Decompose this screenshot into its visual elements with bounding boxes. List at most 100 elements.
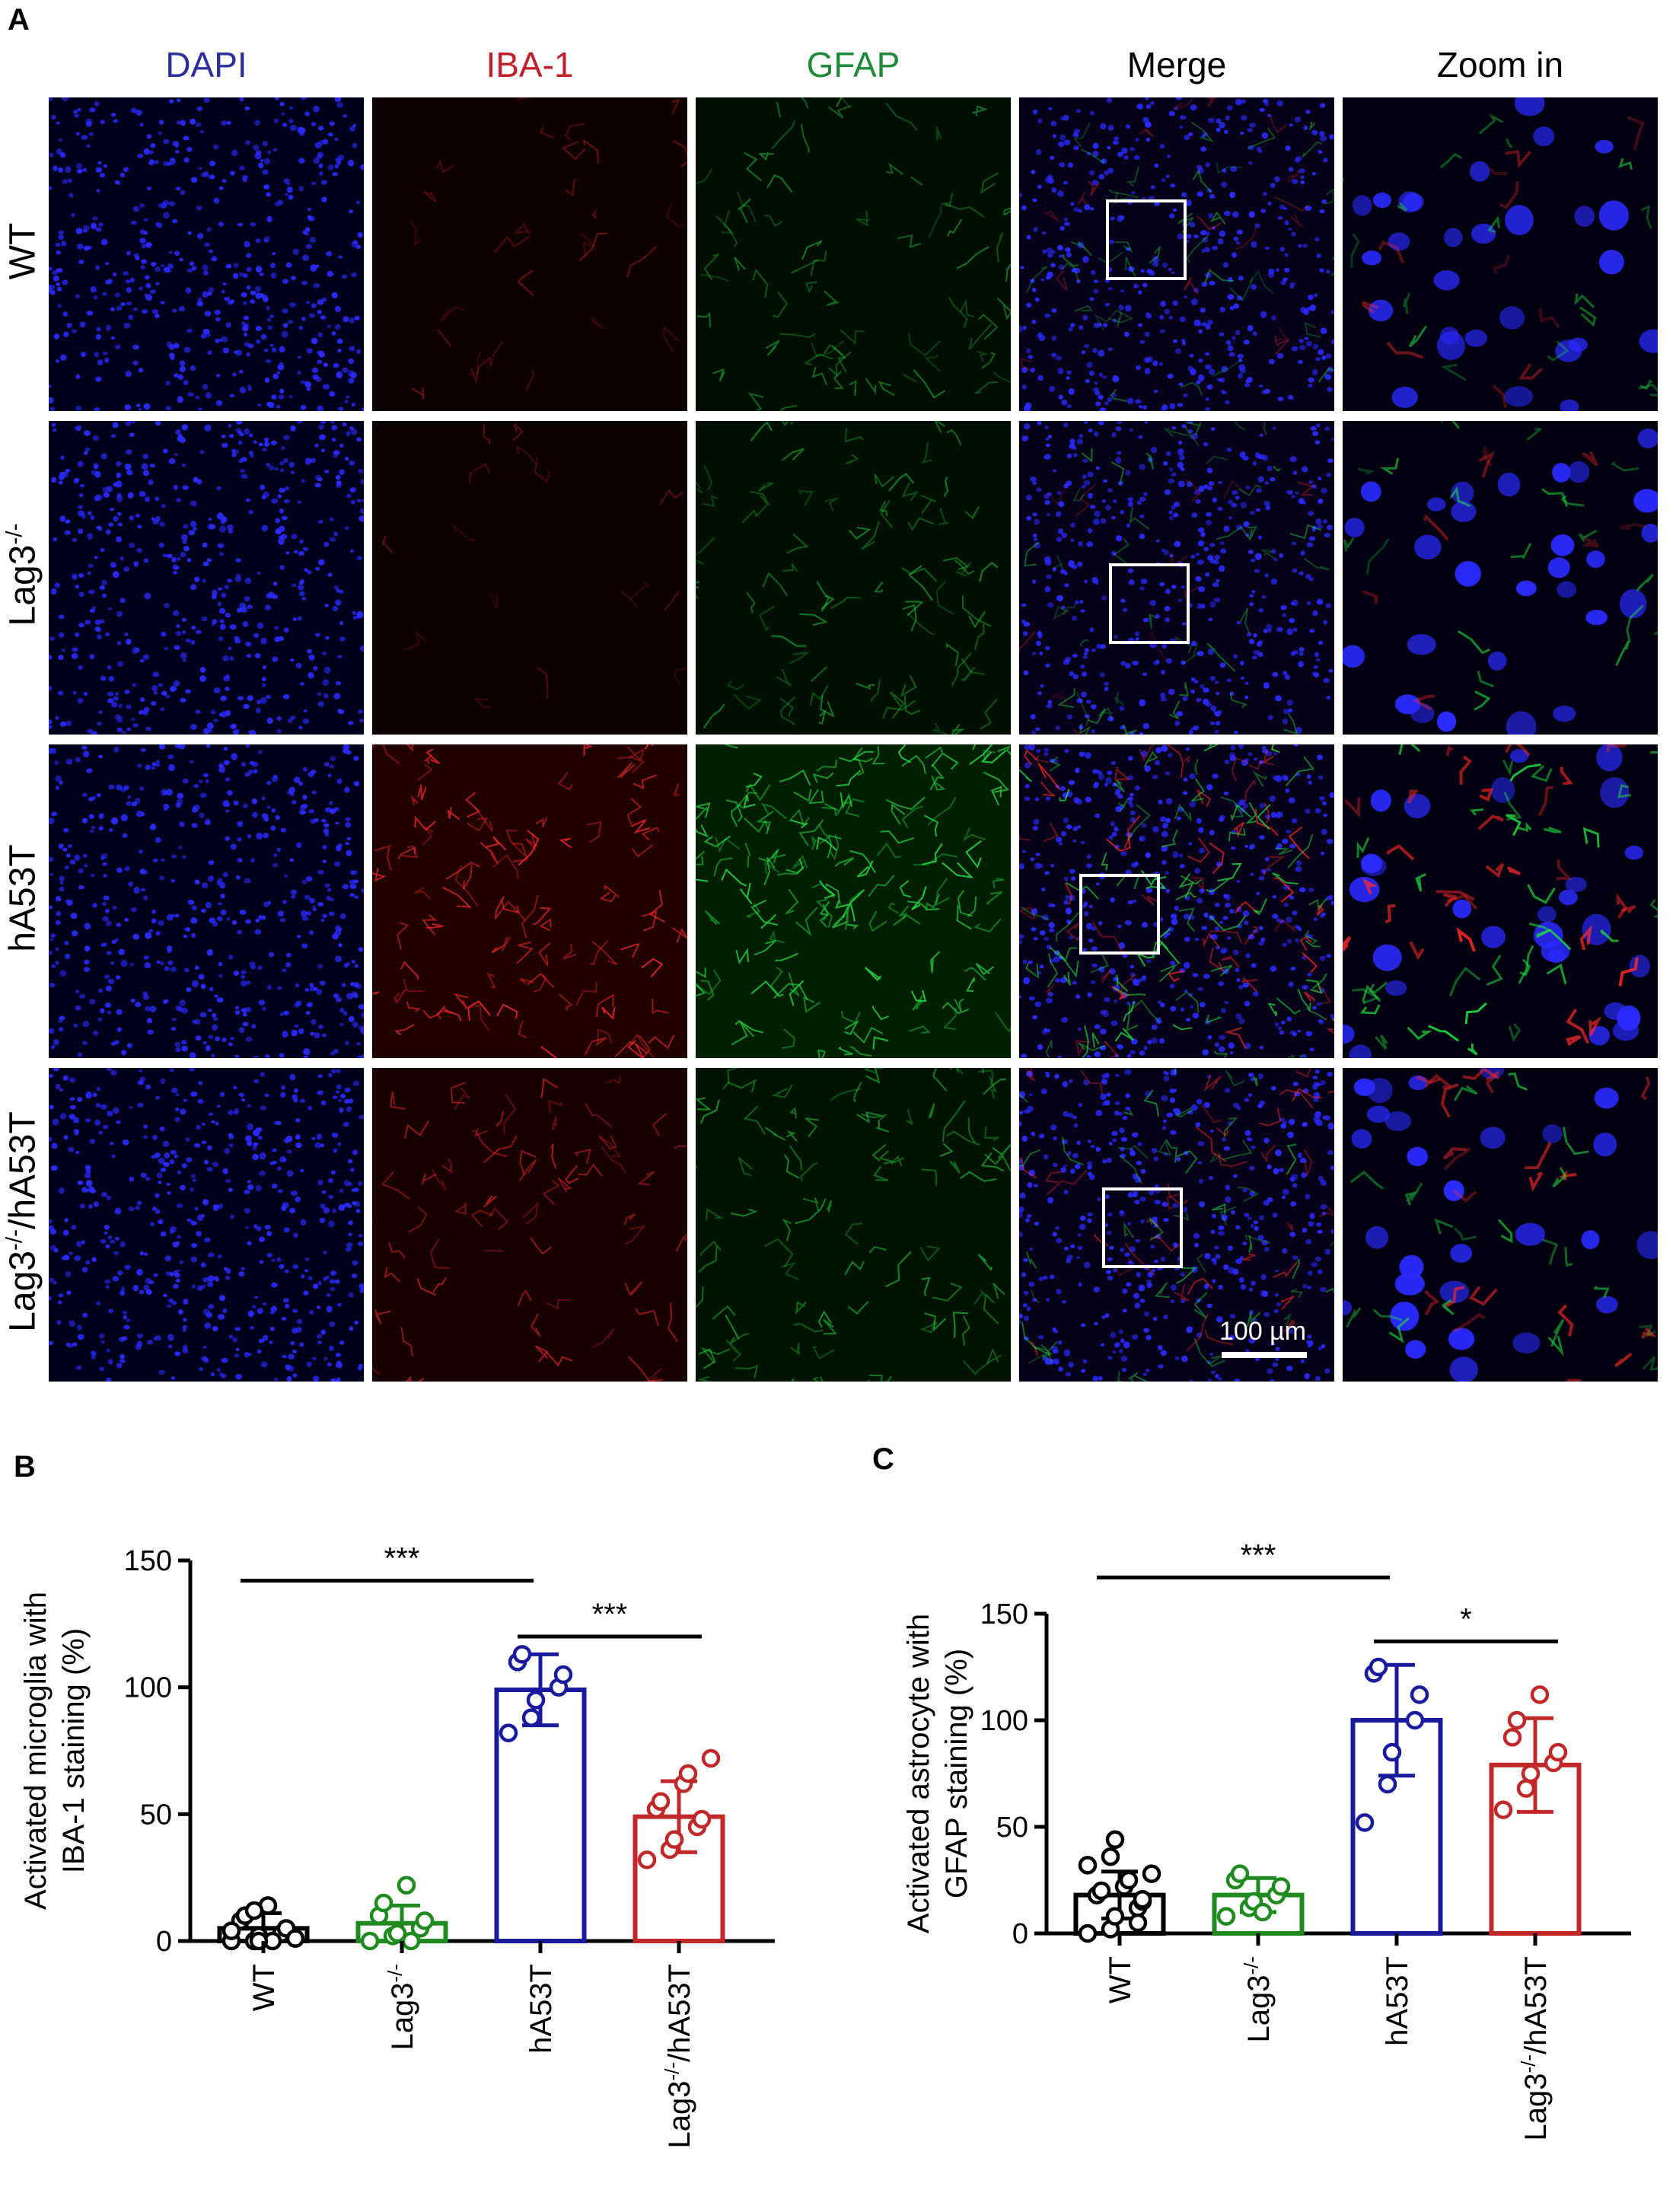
y-tick-label: 150 (124, 1545, 172, 1577)
data-point (1142, 1864, 1161, 1883)
zoom-region-box (1109, 563, 1190, 644)
y-axis-label: Activated astrocyte with GFAP staining (%… (902, 1614, 973, 1933)
significance-label: *** (1241, 1538, 1276, 1572)
data-point (1105, 1830, 1125, 1850)
micrograph-zoom-row-2 (1343, 421, 1658, 735)
y-axis-label-line-2: GFAP staining (%) (940, 1649, 973, 1898)
data-point (387, 1924, 407, 1943)
y-tick-label: 150 (980, 1598, 1028, 1630)
y-axis-label-line-1: Activated astrocyte with (902, 1614, 935, 1933)
data-point (1216, 1907, 1236, 1926)
data-point (1548, 1742, 1568, 1762)
x-tick-label-WT: WT (1104, 1956, 1137, 2003)
data-point (1369, 1657, 1388, 1677)
micrograph-gfap-row-2 (696, 421, 1011, 735)
x-tick-label-base: hA53T (524, 1964, 558, 2054)
significance-label: *** (384, 1542, 420, 1576)
row-label-ha53t: hA53T (2, 844, 43, 952)
data-point (1410, 1685, 1429, 1704)
panel-label-b: B (14, 1450, 36, 1484)
data-point (221, 1921, 241, 1940)
data-point (553, 1665, 573, 1684)
micrograph-zoom-row-3 (1343, 744, 1658, 1058)
micrograph-merge-row-4 (1019, 1068, 1334, 1382)
scale-bar (1222, 1352, 1307, 1358)
data-point (1530, 1685, 1550, 1704)
x-tick-label-sup: -/- (661, 2062, 683, 2081)
micrograph-gfap-row-1 (696, 97, 1011, 411)
data-point (1078, 1924, 1098, 1943)
x-tick-label-base: WT (1104, 1956, 1137, 2003)
micrograph-gfap-row-3 (696, 744, 1011, 1058)
micrograph-dapi-row-3 (49, 744, 364, 1058)
data-point (1271, 1877, 1291, 1896)
micrograph-iba1-row-4 (372, 1068, 687, 1382)
data-point (637, 1850, 657, 1869)
x-tick-label-hA53T: hA53T (524, 1964, 558, 2054)
x-tick-label-Lag3-/-: Lag3-/- (384, 1964, 419, 2051)
column-header-iba1: IBA-1 (486, 45, 574, 84)
data-point (1405, 1710, 1425, 1730)
zoom-region-box (1102, 1187, 1183, 1268)
x-tick-label-Lag3-/-/hA53T: Lag3-/-/hA53T (1517, 1956, 1553, 2141)
data-point (512, 1645, 532, 1664)
data-point (664, 1830, 684, 1849)
y-tick-label: 50 (996, 1812, 1028, 1844)
x-tick-label-tail: /hA53T (663, 1964, 696, 2062)
data-point (1101, 1847, 1120, 1866)
x-tick-label-base: Lag3 (386, 1983, 419, 2051)
data-point (1516, 1779, 1536, 1798)
data-point (1230, 1864, 1250, 1883)
chart-b: 0 50 100 150 Activated microglia with IBA-1 s… (0, 1431, 775, 2207)
significance-label: * (1460, 1602, 1472, 1636)
y-axis-label-line-2: IBA-1 staining (%) (57, 1628, 91, 1873)
micrograph-dapi-row-4 (49, 1068, 364, 1382)
micrograph-dapi-row-1 (49, 97, 364, 411)
data-point (1078, 1856, 1098, 1875)
scale-bar-label: 100 µm (1219, 1317, 1307, 1346)
data-point (1091, 1881, 1111, 1901)
column-header-gfap: GFAP (806, 45, 900, 84)
micrograph-iba1-row-2 (372, 421, 687, 735)
data-point (1119, 1870, 1139, 1890)
micrograph-zoom-row-1 (1343, 97, 1658, 411)
x-tick-label-base: Lag3 (1519, 2073, 1553, 2141)
micrograph-merge-row-1 (1019, 97, 1334, 411)
x-tick-label-sup: -/- (384, 1964, 406, 1983)
zoom-region-box (1079, 874, 1160, 955)
micrograph-zoom-row-4 (1343, 1068, 1658, 1382)
data-point (1105, 1907, 1125, 1926)
micrograph-merge-row-2 (1019, 421, 1334, 735)
micrograph-dapi-row-2 (49, 421, 364, 735)
micrograph-iba1-row-1 (372, 97, 687, 411)
data-point (692, 1809, 712, 1829)
chart-b-svg: 0 50 100 150 Activated microglia with IBA-1 s… (19, 1542, 775, 2149)
x-tick-label-base: Lag3 (663, 2081, 696, 2149)
data-point (1253, 1902, 1273, 1922)
micrograph-iba1-row-3 (372, 744, 687, 1058)
data-point (397, 1876, 416, 1895)
data-point (1382, 1742, 1402, 1762)
panel-label-a: A (8, 3, 30, 37)
data-point (651, 1792, 671, 1811)
data-point (285, 1929, 305, 1948)
data-point (415, 1911, 435, 1930)
y-axis-label: Activated microglia with IBA-1 staining (… (19, 1592, 91, 1910)
data-point (1521, 1764, 1541, 1783)
column-header-merge: Merge (1126, 45, 1227, 84)
data-point (1378, 1774, 1397, 1794)
y-tick-label: 50 (140, 1799, 172, 1831)
x-tick-label-WT: WT (247, 1964, 281, 2011)
x-tick-label-hA53T: hA53T (1381, 1956, 1414, 2046)
data-point (360, 1931, 380, 1951)
row-label-lag3-ko-ha53t: Lag3-/-/hA53T (2, 1111, 43, 1332)
y-tick-label: 100 (980, 1705, 1028, 1737)
data-point (521, 1708, 541, 1727)
data-point (1133, 1889, 1152, 1909)
data-point (1507, 1710, 1527, 1730)
micrograph-gfap-row-4 (696, 1068, 1011, 1382)
y-tick-label: 0 (1012, 1918, 1028, 1950)
data-point (374, 1893, 394, 1913)
data-point (1502, 1728, 1522, 1747)
